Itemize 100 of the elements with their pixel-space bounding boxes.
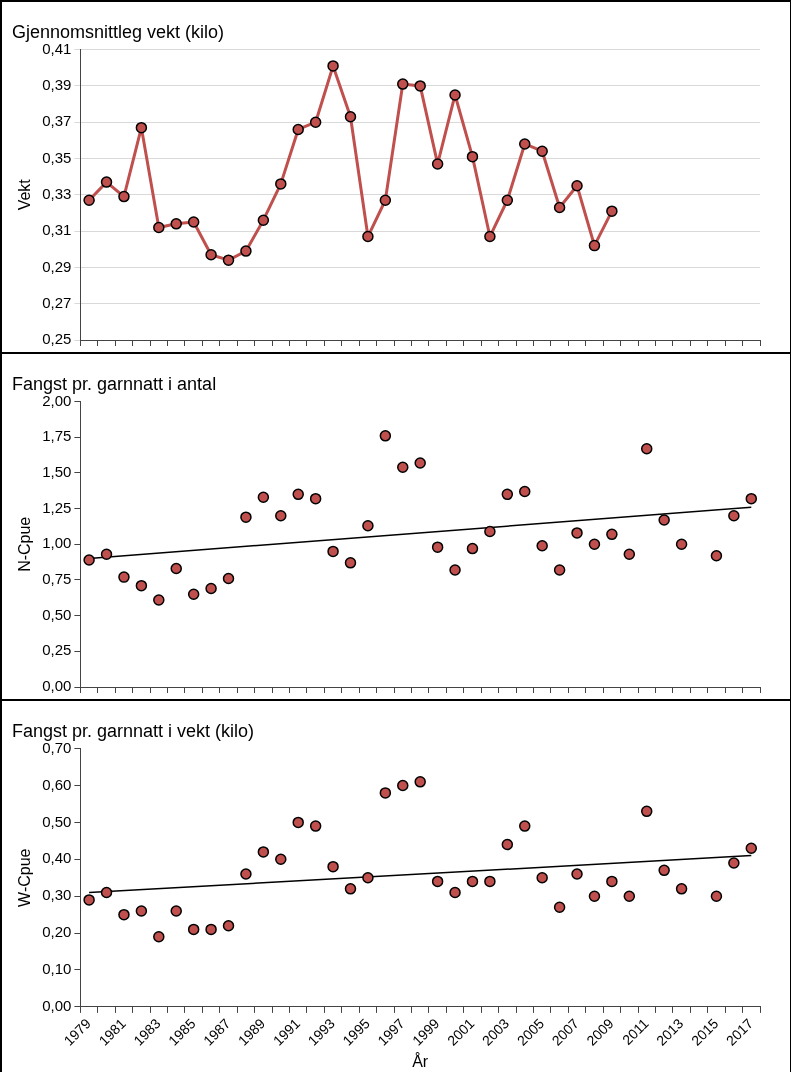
point — [501, 838, 514, 851]
point — [83, 194, 95, 206]
point — [431, 541, 444, 553]
point — [309, 116, 322, 128]
y-tick-label: 1,25 — [42, 498, 72, 516]
point — [431, 158, 444, 170]
point — [205, 923, 217, 936]
point — [379, 194, 392, 206]
point — [83, 554, 95, 566]
point — [431, 875, 444, 888]
point — [466, 875, 479, 888]
point — [449, 564, 461, 576]
chart-title: Gjennomsnittleg vekt (kilo) — [12, 21, 225, 42]
point — [240, 245, 252, 257]
point — [745, 842, 758, 854]
point — [327, 860, 339, 873]
point — [118, 571, 130, 583]
point — [222, 254, 235, 266]
point — [553, 901, 566, 914]
y-tick-label: 0,50 — [42, 812, 72, 830]
y-tick-label: 0,20 — [42, 923, 72, 941]
point — [100, 176, 113, 188]
y-tick-label: 0,33 — [42, 184, 72, 202]
point — [83, 894, 95, 906]
point — [397, 461, 409, 473]
point — [640, 442, 653, 455]
point — [623, 548, 636, 561]
point — [118, 190, 130, 203]
point — [728, 857, 740, 869]
point — [187, 923, 200, 936]
y-axis-title: N-Cpue — [16, 516, 34, 572]
y-tick-label: 1,00 — [42, 534, 72, 552]
point — [397, 779, 409, 792]
point — [309, 820, 322, 832]
x-axis-title: År — [412, 1051, 429, 1070]
point — [536, 872, 548, 884]
point — [362, 520, 374, 532]
point — [571, 179, 583, 192]
point — [414, 80, 426, 92]
point — [553, 201, 566, 214]
point — [240, 511, 252, 523]
point — [536, 539, 548, 552]
point — [257, 491, 270, 503]
y-tick-label: 0,35 — [42, 148, 72, 166]
point — [275, 510, 287, 522]
point — [675, 538, 688, 551]
point — [397, 78, 409, 90]
y-tick-label: 1,75 — [42, 427, 72, 445]
point — [571, 527, 583, 539]
point — [344, 557, 357, 569]
point — [414, 457, 426, 469]
point — [606, 528, 618, 541]
point — [745, 492, 758, 505]
point — [606, 875, 618, 888]
point — [292, 488, 304, 501]
point — [118, 908, 130, 921]
point — [710, 890, 723, 902]
point — [205, 248, 217, 261]
y-tick-label: 0,30 — [42, 886, 72, 904]
point — [553, 564, 566, 576]
point — [222, 572, 235, 585]
point — [449, 886, 461, 899]
point — [292, 123, 304, 136]
y-tick-label: 0,41 — [42, 39, 72, 57]
point — [240, 868, 252, 880]
point — [588, 239, 601, 252]
point — [135, 121, 148, 134]
point — [187, 216, 200, 228]
point — [519, 820, 531, 832]
y-tick-label: 0,39 — [42, 76, 72, 94]
point — [222, 919, 235, 932]
point — [623, 890, 636, 902]
y-tick-label: 0,27 — [42, 293, 72, 311]
point — [170, 562, 182, 575]
point — [588, 538, 601, 551]
point — [153, 594, 165, 606]
y-tick-label: 0,10 — [42, 960, 72, 978]
point — [519, 485, 531, 498]
point — [675, 883, 688, 895]
point — [153, 221, 165, 234]
point — [135, 579, 148, 592]
point — [379, 430, 392, 442]
y-tick-label: 0,00 — [42, 997, 72, 1015]
point — [100, 886, 113, 899]
point — [362, 872, 374, 884]
point — [327, 60, 339, 72]
point — [275, 178, 287, 190]
point — [414, 776, 426, 788]
point — [170, 905, 182, 917]
point — [484, 525, 496, 538]
y-tick-label: 0,75 — [42, 570, 72, 588]
point — [606, 205, 618, 217]
point — [292, 816, 304, 829]
y-tick-label: 0,29 — [42, 257, 72, 275]
point — [170, 218, 182, 230]
point — [153, 931, 165, 943]
y-tick-label: 0,31 — [42, 221, 72, 239]
point — [362, 230, 374, 243]
point — [519, 138, 531, 150]
point — [640, 805, 653, 818]
